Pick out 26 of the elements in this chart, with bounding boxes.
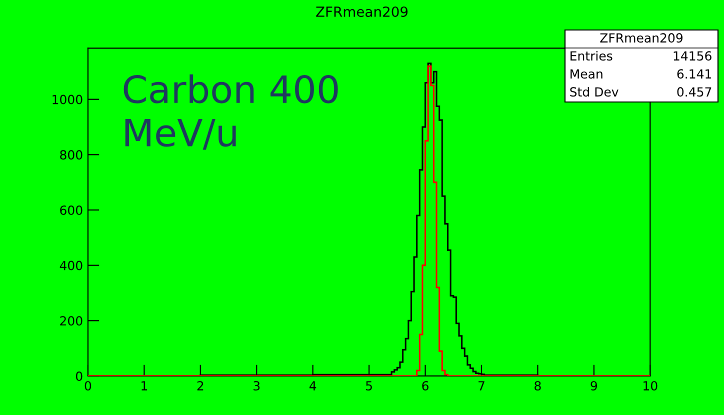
x-tick-label: 3 bbox=[254, 381, 260, 391]
y-tick-label: 0 bbox=[76, 371, 82, 381]
x-tick-label: 0 bbox=[84, 381, 92, 391]
text: 14156 bbox=[674, 51, 712, 61]
x-tick-label: 2 bbox=[197, 381, 204, 390]
x-tick-label: 8 bbox=[534, 381, 541, 391]
annotation: Carbon 400 MeV/u bbox=[124, 74, 338, 150]
y-tick-label: 200 bbox=[60, 316, 82, 326]
x-tick-label: 5 bbox=[366, 381, 372, 391]
annotation: Mean bbox=[570, 69, 602, 79]
x-tick-label: 4 bbox=[309, 381, 316, 390]
x-tick-label: 1 bbox=[142, 381, 148, 390]
y-tick-label: 1000 bbox=[52, 94, 82, 104]
annotation: Std Dev bbox=[570, 86, 618, 97]
x-tick-label: 7 bbox=[478, 381, 484, 390]
y-tick-label: 600 bbox=[60, 205, 82, 215]
text: 6.141 bbox=[677, 69, 712, 79]
chart-title: ZFRmean209 bbox=[316, 6, 408, 17]
text: ZFRmean209 bbox=[600, 33, 682, 43]
x-tick-label: 9 bbox=[590, 381, 598, 391]
x-tick-label: 6 bbox=[422, 381, 428, 391]
annotation: Entries bbox=[570, 50, 612, 61]
text: 0.457 bbox=[677, 87, 712, 97]
x-tick-label: 10 bbox=[644, 381, 658, 391]
y-tick-label: 400 bbox=[60, 260, 82, 270]
y-tick-label: 800 bbox=[60, 150, 82, 160]
